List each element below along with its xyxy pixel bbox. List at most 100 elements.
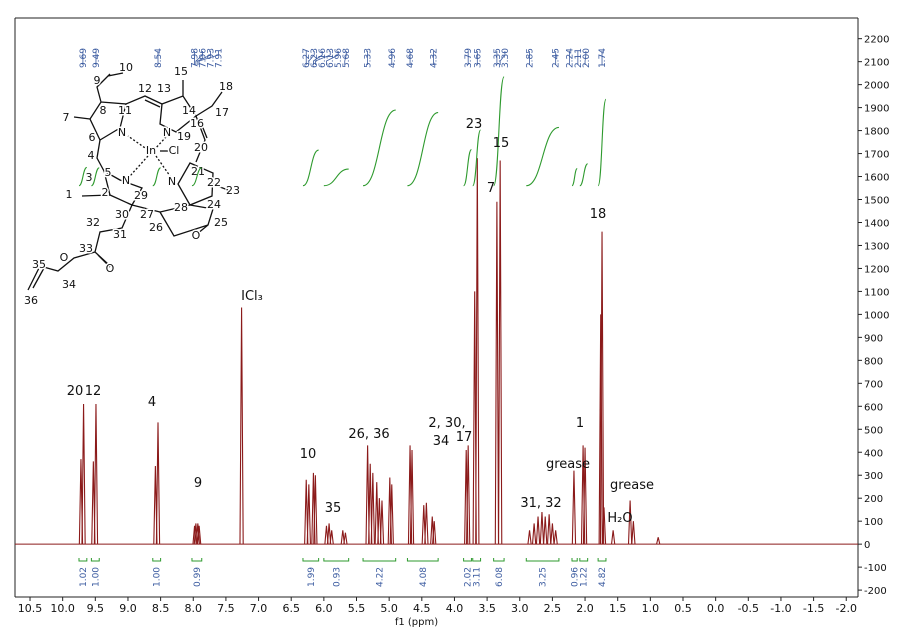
peak-label: 9.49 xyxy=(92,48,102,68)
integral-bracket xyxy=(406,558,439,562)
peak xyxy=(553,530,558,545)
atom-label: 27 xyxy=(140,208,154,221)
peak-assignment: 31, 32 xyxy=(520,496,561,511)
atom-label: Cl xyxy=(169,144,180,157)
y-tick-label: 100 xyxy=(864,517,883,528)
integral-label: 1.22 xyxy=(580,567,590,587)
peak-assignment: 12 xyxy=(85,384,102,399)
bond xyxy=(27,139,161,291)
integral-label: 3.11 xyxy=(473,567,483,587)
peak-assignment: 15 xyxy=(493,136,510,151)
atom-label: 32 xyxy=(86,216,100,229)
x-tick-label: -1.5 xyxy=(803,602,824,615)
integral-bracket xyxy=(597,558,607,562)
peak-label: 6.23 xyxy=(310,48,320,68)
x-tick-label: 0.0 xyxy=(707,602,725,615)
integral-bracket xyxy=(579,558,589,562)
peak-assignment: 10 xyxy=(300,447,317,462)
x-axis-label: f1 (ppm) xyxy=(395,617,438,628)
peak xyxy=(374,482,379,545)
peak-assignment: 9 xyxy=(194,476,202,491)
peak xyxy=(313,475,318,545)
atom-label: 19 xyxy=(177,130,191,143)
atom-label: 18 xyxy=(219,80,233,93)
peak-label: 2.45 xyxy=(552,48,562,68)
integral-bracket xyxy=(525,558,560,562)
coordination xyxy=(127,135,171,177)
peak-assignment: 23 xyxy=(466,117,483,132)
peak-label: 8.54 xyxy=(154,48,164,68)
atom-label: 31 xyxy=(113,228,127,241)
peak-label: 5.96 xyxy=(334,48,344,68)
peak-assignment: grease xyxy=(546,457,590,472)
x-tick-label: 3.0 xyxy=(511,602,529,615)
x-tick-label: 3.5 xyxy=(478,602,496,615)
atom-label: 24 xyxy=(207,198,221,211)
atom-label: 2 xyxy=(102,186,109,199)
peak xyxy=(424,502,429,545)
peak-label-connector xyxy=(326,51,339,65)
peak-label: 7.91 xyxy=(215,48,225,68)
y-tick-label: 1200 xyxy=(864,264,889,275)
atom-label: 17 xyxy=(215,106,229,119)
integral-bracket xyxy=(152,558,162,562)
peak xyxy=(195,523,200,545)
peak-label: 4.96 xyxy=(388,48,398,68)
peak xyxy=(582,447,588,545)
peak xyxy=(527,530,532,545)
integral-bracket xyxy=(493,558,505,562)
integral-bracket xyxy=(362,558,397,562)
peak xyxy=(329,530,334,545)
peak xyxy=(466,445,471,545)
integral-label: 2.02 xyxy=(464,567,474,587)
integral-curve xyxy=(152,167,161,187)
y-tick-label: 1400 xyxy=(864,218,889,229)
peak-assignment: 35 xyxy=(325,501,342,516)
peak-assignment: 7 xyxy=(487,181,495,196)
atom-label: 6 xyxy=(89,131,96,144)
peak-assignment: grease xyxy=(610,478,654,493)
y-tick-label: 800 xyxy=(864,356,883,367)
peak-assignment: 18 xyxy=(590,207,607,222)
peak-label-connector xyxy=(584,51,587,65)
atom-label: O xyxy=(60,251,69,264)
integral-label: 1.00 xyxy=(153,567,163,587)
x-tick-label: 10.5 xyxy=(18,602,43,615)
integral-label: 3.25 xyxy=(539,567,549,587)
peak-assignment: 2, 30, xyxy=(428,416,465,431)
atom-label: 10 xyxy=(119,61,133,74)
integral-curve xyxy=(526,126,560,187)
y-tick-label: 600 xyxy=(864,402,883,413)
integral-curve xyxy=(463,148,472,187)
peak xyxy=(539,511,545,545)
atom-label: 15 xyxy=(174,65,188,78)
y-tick-label: 200 xyxy=(864,494,883,505)
integral-curve xyxy=(407,112,439,187)
peak xyxy=(531,523,537,545)
peak xyxy=(81,403,86,545)
peak-label-connector xyxy=(198,51,219,65)
peak xyxy=(239,307,244,545)
peak xyxy=(389,484,394,545)
x-tick-label: 8.0 xyxy=(185,602,203,615)
x-tick-label: 4.5 xyxy=(413,602,431,615)
integral-label: 1.02 xyxy=(79,567,89,587)
atom-label: 13 xyxy=(157,82,171,95)
atom-label: 11 xyxy=(118,104,132,117)
peak xyxy=(340,530,345,545)
peak xyxy=(343,532,348,545)
peak xyxy=(306,484,311,545)
peak-label: 2.11 xyxy=(574,48,584,68)
peak-label: 2.85 xyxy=(526,48,536,68)
peak-label: 3.79 xyxy=(464,48,474,68)
peak xyxy=(550,523,555,545)
atom-label: 12 xyxy=(138,82,152,95)
peak-label: 5.33 xyxy=(364,48,374,68)
atom-label: 29 xyxy=(134,189,148,202)
y-tick-label: 700 xyxy=(864,379,883,390)
peak-label-connector xyxy=(195,51,203,65)
atom-label: 20 xyxy=(194,141,208,154)
atom-label: 5 xyxy=(105,166,112,179)
y-tick-label: 400 xyxy=(864,448,883,459)
